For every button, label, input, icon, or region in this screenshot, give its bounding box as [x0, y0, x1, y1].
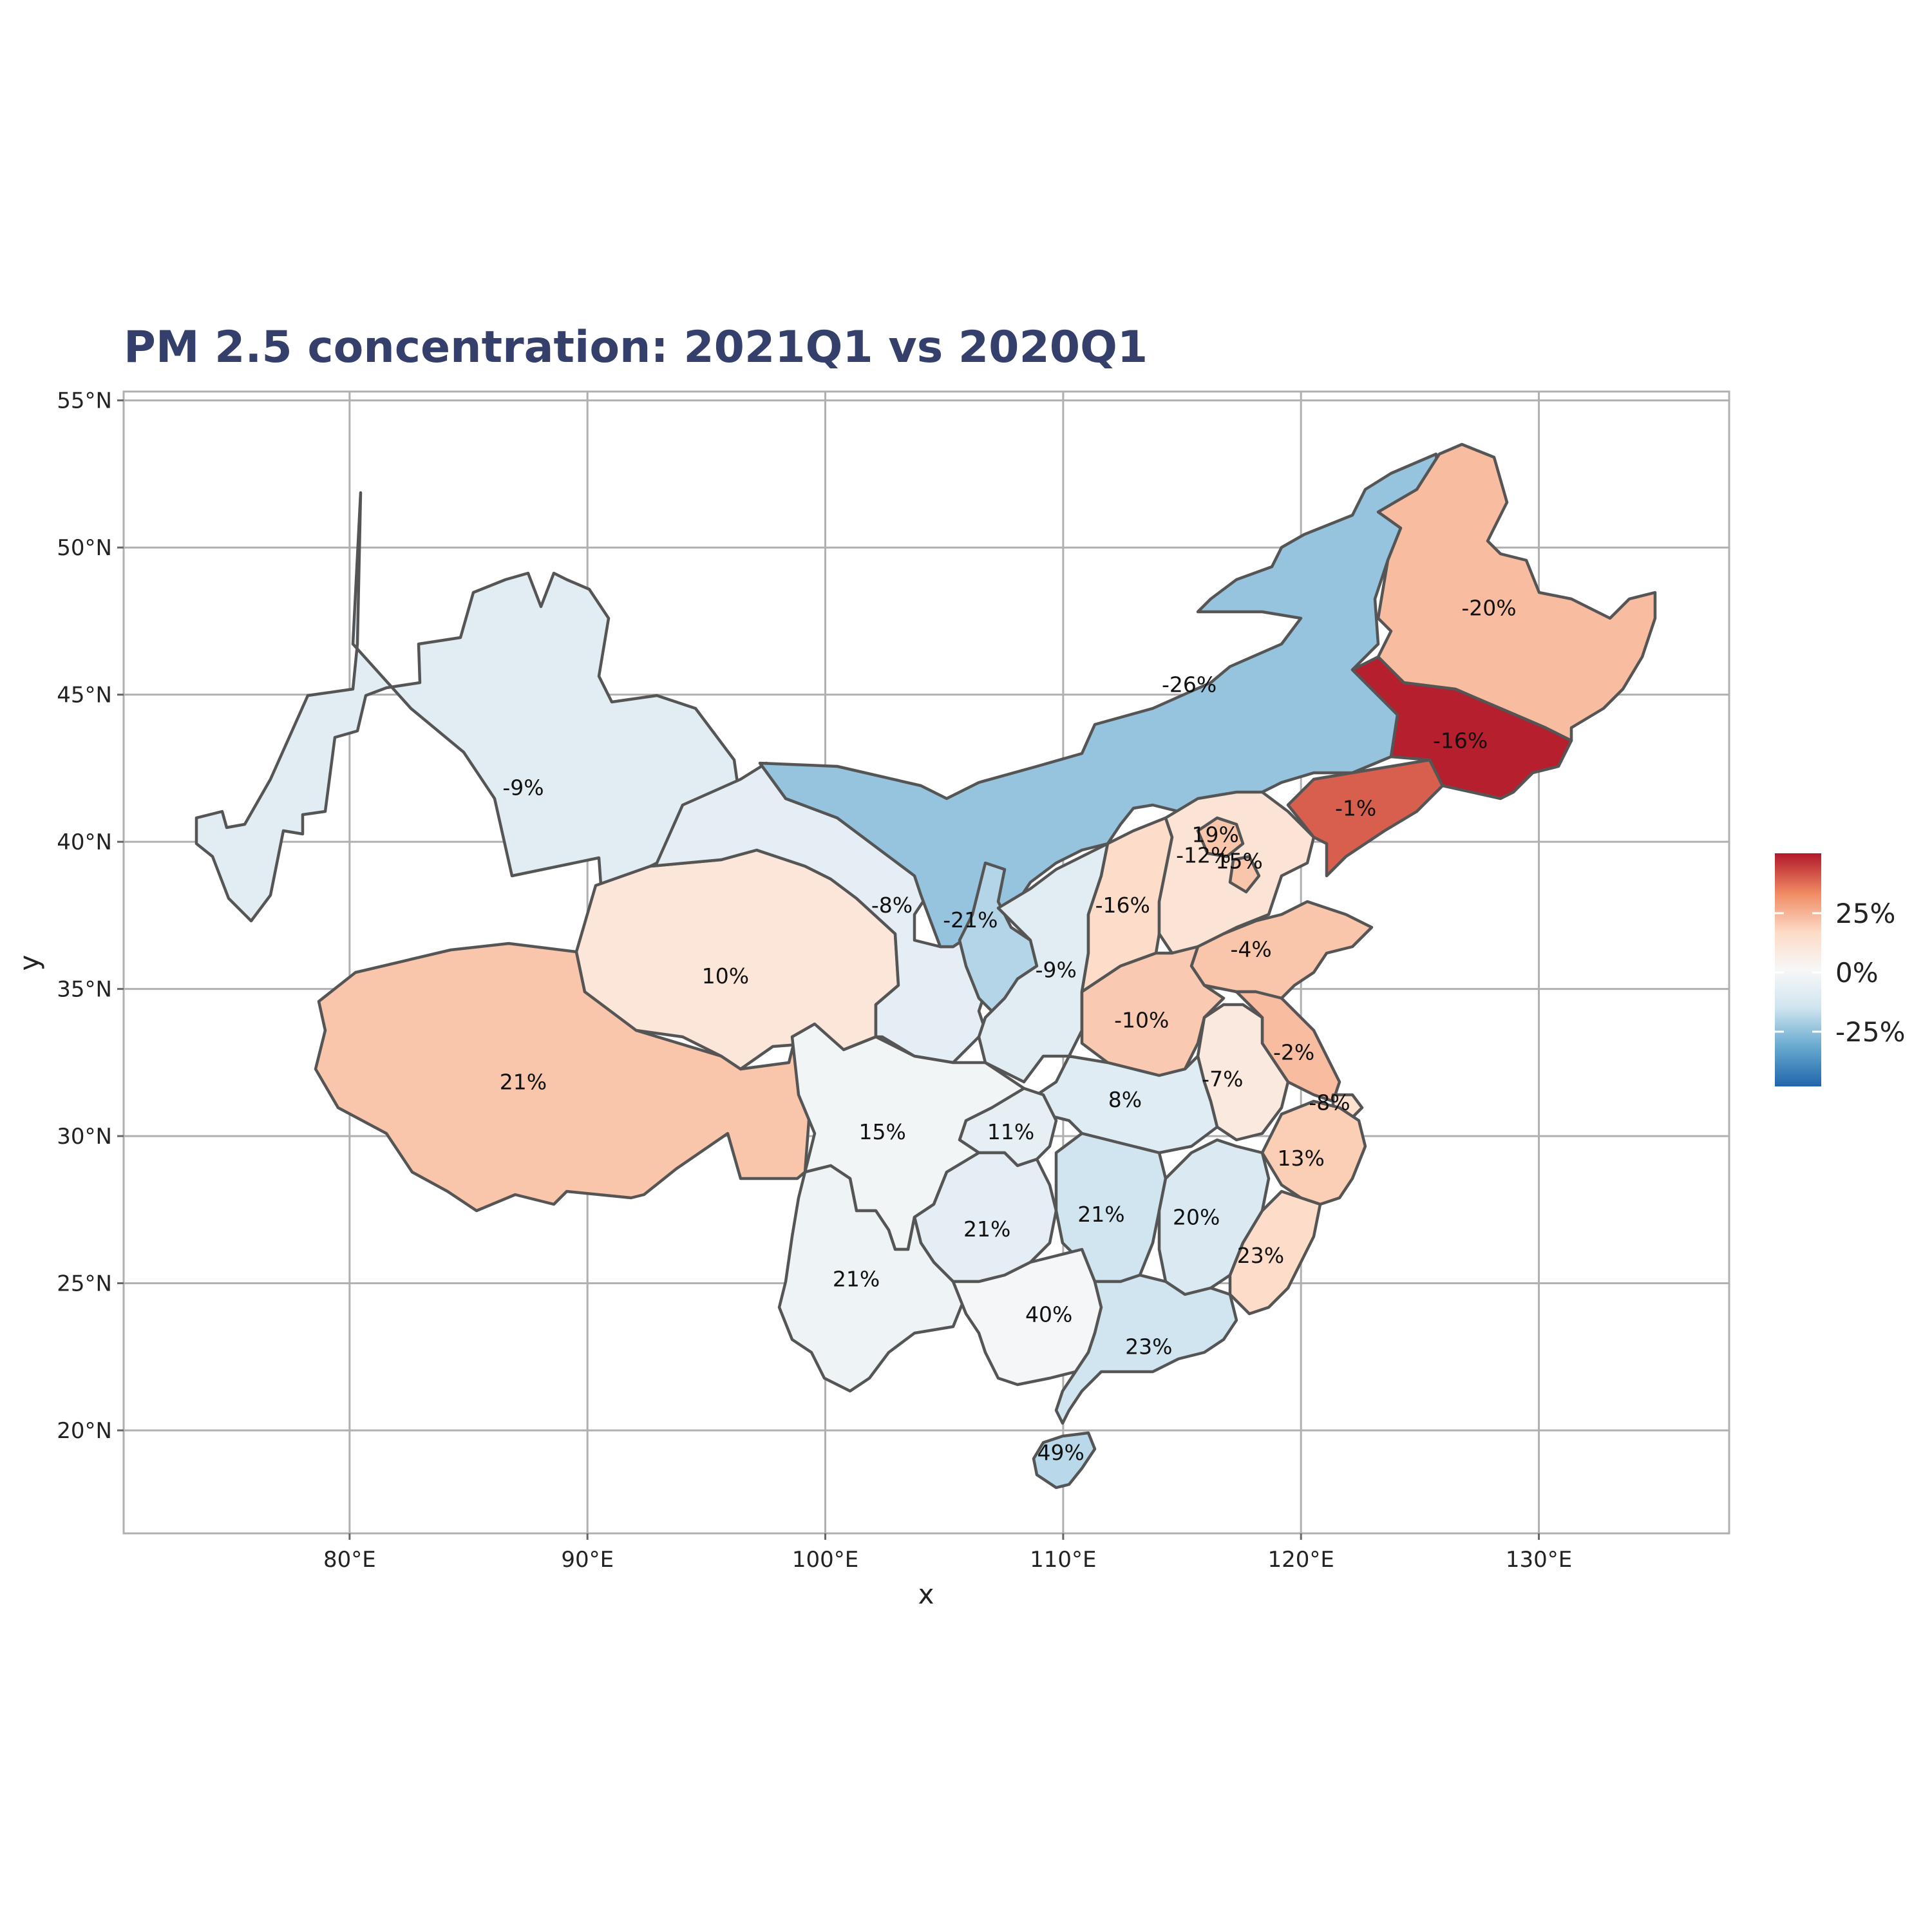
region-value-label: 49%: [1037, 1440, 1084, 1465]
region-guangdong[interactable]: [1054, 1273, 1238, 1425]
y-tick-label: 30°N: [57, 1124, 112, 1150]
axis-ticks: 80°E 90°E 100°E 110°E 120°E 130°E 20°N 25°N 30°N…: [57, 388, 1572, 1573]
x-axis-title: x: [918, 1578, 934, 1610]
region-value-label: -10%: [1114, 1007, 1169, 1032]
region-value-label: -9%: [502, 775, 544, 800]
x-tick-label: 110°E: [1030, 1547, 1096, 1573]
region-value-label: -1%: [1335, 795, 1376, 820]
region-value-label: 8%: [1108, 1087, 1142, 1112]
region-value-label: 21%: [963, 1217, 1010, 1242]
legend-colorbar: [1775, 853, 1821, 1086]
region-value-label: -2%: [1273, 1040, 1314, 1065]
region-shaanxi[interactable]: [977, 842, 1110, 1084]
region-value-label: 15%: [858, 1119, 905, 1144]
region-label-layer: -9% 21% 10% -8% -26% -21% -9% 15% 11% 21% 21% 40% 49…: [500, 596, 1517, 1465]
region-value-label: -21%: [943, 907, 998, 933]
region-value-label: -16%: [1433, 728, 1488, 753]
region-tianjin[interactable]: [1228, 855, 1261, 894]
region-value-label: -8%: [871, 893, 913, 918]
legend-label-neg25: -25%: [1835, 1016, 1906, 1048]
map-title: PM 2.5 concentration: 2021Q1 vs 2020Q1: [124, 322, 1148, 373]
region-value-label: -12%: [1176, 842, 1231, 867]
y-tick-label: 55°N: [57, 388, 112, 414]
region-value-label: 20%: [1173, 1205, 1220, 1230]
region-value-label: 15%: [1215, 849, 1262, 874]
region-beijing[interactable]: [1196, 816, 1245, 858]
region-value-label: 13%: [1278, 1146, 1325, 1171]
region-value-label: 21%: [1077, 1202, 1124, 1227]
region-hainan[interactable]: [1032, 1431, 1097, 1490]
y-tick-label: 20°N: [57, 1418, 112, 1444]
region-value-label: 23%: [1125, 1334, 1172, 1359]
region-hubei[interactable]: [1035, 1054, 1219, 1155]
region-value-label: -9%: [1036, 958, 1077, 983]
y-tick-label: 40°N: [57, 829, 112, 855]
region-value-label: 21%: [833, 1267, 880, 1292]
region-layer: [194, 442, 1657, 1490]
region-value-label: 23%: [1237, 1243, 1284, 1268]
y-axis-title: y: [14, 955, 45, 971]
region-liaoning[interactable]: [1286, 758, 1444, 878]
legend-label-25: 25%: [1835, 898, 1895, 929]
region-value-label: -26%: [1162, 672, 1217, 697]
x-tick-label: 90°E: [561, 1547, 614, 1573]
region-value-label: 19%: [1192, 822, 1239, 848]
region-heilongjiang[interactable]: [1376, 442, 1657, 743]
region-value-label: 10%: [702, 963, 749, 989]
y-tick-label: 45°N: [57, 683, 112, 708]
y-tick-label: 35°N: [57, 977, 112, 1003]
region-value-label: -16%: [1095, 893, 1150, 918]
y-tick-label: 25°N: [57, 1271, 112, 1297]
region-value-label: -7%: [1202, 1066, 1243, 1092]
region-shandong[interactable]: [1189, 900, 1374, 1000]
y-tick-label: 50°N: [57, 535, 112, 561]
region-value-label: -4%: [1231, 937, 1272, 962]
region-value-label: -8%: [1309, 1090, 1350, 1115]
x-tick-label: 120°E: [1268, 1547, 1334, 1573]
legend-label-0: 0%: [1835, 957, 1879, 989]
region-value-label: 40%: [1025, 1302, 1072, 1327]
region-value-label: 11%: [987, 1119, 1034, 1144]
x-tick-label: 100°E: [792, 1547, 858, 1573]
region-hunan[interactable]: [1054, 1132, 1168, 1283]
x-tick-label: 80°E: [323, 1547, 376, 1573]
region-value-label: -20%: [1461, 596, 1516, 621]
x-tick-label: 130°E: [1506, 1547, 1572, 1573]
region-value-label: 21%: [500, 1069, 547, 1094]
region-yunnan[interactable]: [777, 1164, 968, 1393]
